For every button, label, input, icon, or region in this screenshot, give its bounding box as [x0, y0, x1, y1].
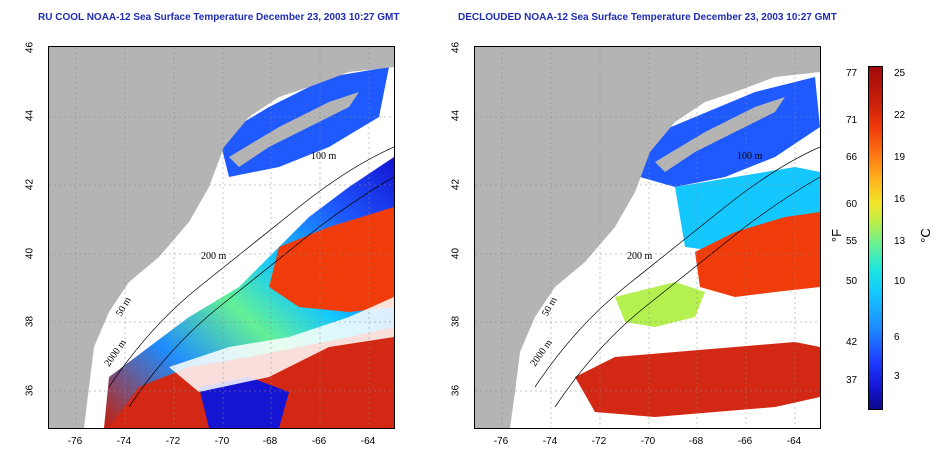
contour-label-200: 200 m	[627, 251, 653, 262]
left-x-tick: -72	[165, 436, 181, 447]
left-x-tick: -70	[214, 436, 230, 447]
fahrenheit-tick: 50	[846, 276, 858, 287]
fahrenheit-tick: 77	[846, 68, 858, 79]
land-mass	[49, 47, 394, 428]
fahrenheit-tick: 71	[846, 115, 858, 126]
left-x-tick: -74	[116, 436, 132, 447]
contour-line	[554, 176, 820, 408]
left-y-tick: 40	[24, 247, 36, 260]
right-sst-map: 100 m 200 m 50 m 2000 m	[474, 46, 821, 429]
right-x-tick: -76	[493, 436, 509, 447]
right-x-tick: -70	[640, 436, 656, 447]
fahrenheit-tick: 42	[846, 337, 858, 348]
celsius-tick: 16	[894, 194, 906, 205]
right-x-tick: -66	[737, 436, 753, 447]
right-x-tick: -64	[786, 436, 802, 447]
left-x-tick: -76	[67, 436, 83, 447]
left-sst-map: 100 m 200 m 50 m 2000 m	[48, 46, 395, 429]
celsius-tick: 19	[894, 152, 906, 163]
land-mass	[475, 47, 820, 428]
right-y-tick: 40	[450, 247, 462, 260]
right-y-tick: 36	[450, 384, 462, 397]
fahrenheit-tick: 55	[846, 236, 858, 247]
fahrenheit-unit-label: °F	[829, 228, 845, 243]
right-y-tick: 46	[450, 41, 462, 54]
right-x-tick: -74	[542, 436, 558, 447]
contour-line	[534, 146, 820, 388]
sst-cold-patch	[199, 377, 289, 428]
fahrenheit-tick: 37	[846, 375, 858, 386]
right-y-tick: 44	[450, 109, 462, 122]
left-x-tick: -68	[262, 436, 278, 447]
contour-label-100: 100 m	[311, 151, 337, 162]
nova-scotia	[655, 97, 785, 172]
sst-warm-south	[575, 342, 820, 417]
celsius-tick: 6	[894, 332, 900, 343]
celsius-unit-label: °C	[917, 228, 933, 243]
sst-green-band	[615, 282, 705, 327]
left-y-tick: 38	[24, 315, 36, 328]
left-map-title: RU COOL NOAA-12 Sea Surface Temperature …	[38, 12, 400, 23]
nova-scotia	[229, 92, 359, 167]
left-y-tick: 44	[24, 109, 36, 122]
right-y-tick: 38	[450, 315, 462, 328]
left-y-tick: 42	[24, 178, 36, 191]
right-x-tick: -68	[688, 436, 704, 447]
celsius-tick: 3	[894, 371, 900, 382]
fahrenheit-tick: 60	[846, 199, 858, 210]
left-y-tick: 36	[24, 384, 36, 397]
celsius-tick: 13	[894, 236, 906, 247]
right-map-graphic: 100 m 200 m 50 m 2000 m	[475, 47, 820, 428]
contour-label-100: 100 m	[737, 151, 763, 162]
left-y-tick: 46	[24, 41, 36, 54]
left-map-graphic: 100 m 200 m 50 m 2000 m	[49, 47, 394, 428]
celsius-tick: 22	[894, 110, 906, 121]
sst-warm-gulfstream	[269, 207, 394, 312]
celsius-tick: 10	[894, 276, 906, 287]
temperature-colorbar	[868, 66, 883, 410]
contour-label-200: 200 m	[201, 251, 227, 262]
right-y-tick: 42	[450, 178, 462, 191]
sst-warm-gulfstream	[695, 212, 820, 297]
left-x-tick: -66	[311, 436, 327, 447]
celsius-tick: 25	[894, 68, 906, 79]
cloud-region	[169, 297, 394, 392]
fahrenheit-tick: 66	[846, 152, 858, 163]
right-map-title: DECLOUDED NOAA-12 Sea Surface Temperatur…	[458, 12, 837, 23]
contour-line	[128, 176, 394, 408]
left-x-tick: -64	[360, 436, 376, 447]
contour-line	[108, 146, 394, 388]
right-x-tick: -72	[591, 436, 607, 447]
